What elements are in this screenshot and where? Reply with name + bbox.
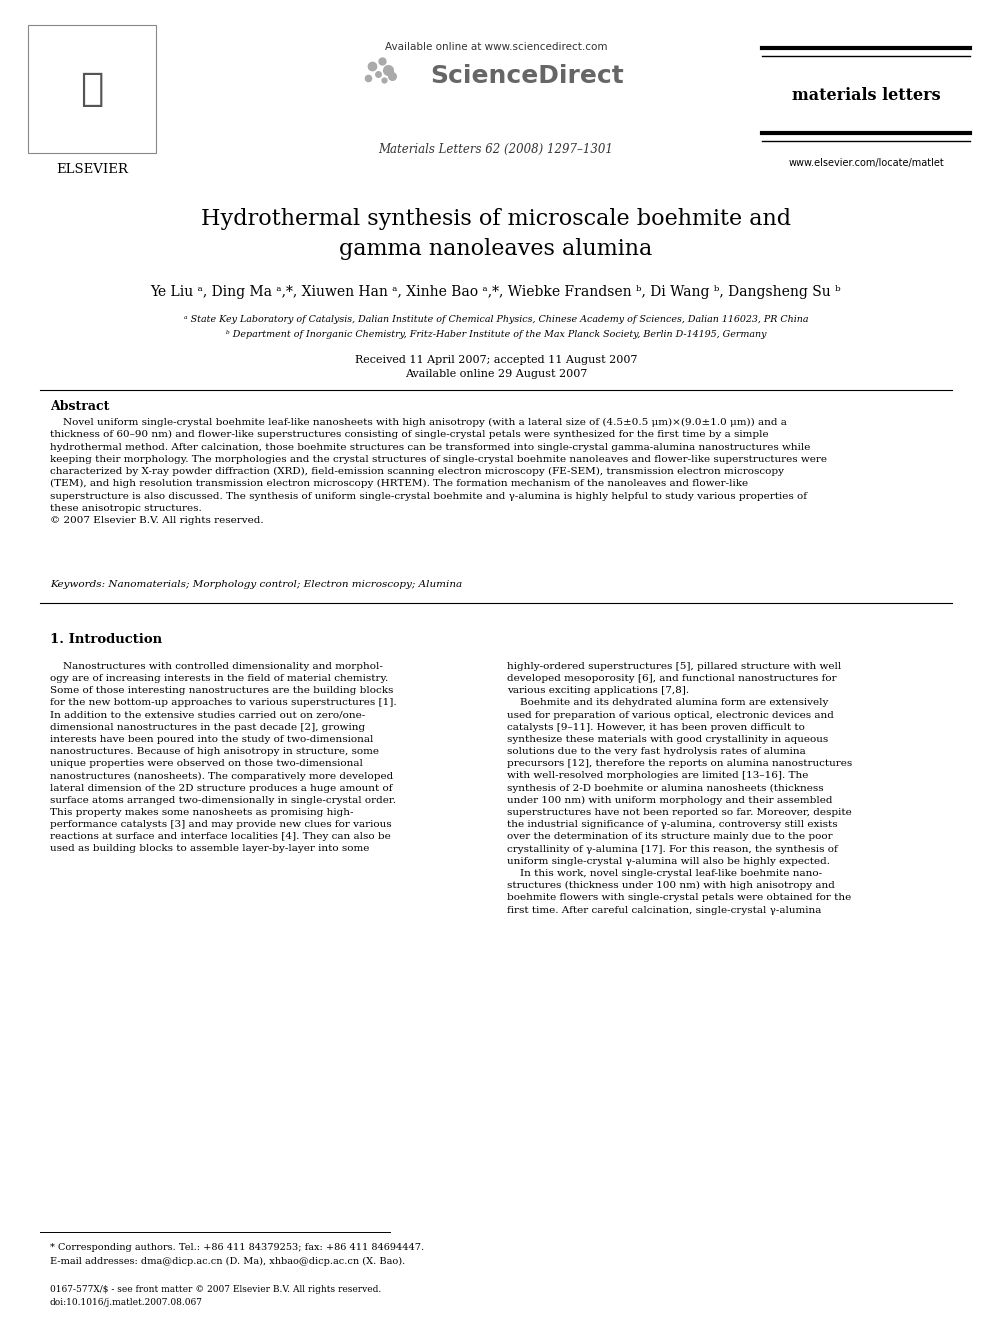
Text: * Corresponding authors. Tel.: +86 411 84379253; fax: +86 411 84694447.: * Corresponding authors. Tel.: +86 411 8…: [50, 1244, 425, 1252]
Text: 🌳: 🌳: [80, 70, 104, 108]
Text: Received 11 April 2007; accepted 11 August 2007: Received 11 April 2007; accepted 11 Augu…: [355, 355, 637, 365]
Text: Nanostructures with controlled dimensionality and morphol-
ogy are of increasing: Nanostructures with controlled dimension…: [50, 662, 397, 853]
Text: highly-ordered superstructures [5], pillared structure with well
developed mesop: highly-ordered superstructures [5], pill…: [507, 662, 852, 914]
Text: Keywords: Nanomaterials; Morphology control; Electron microscopy; Alumina: Keywords: Nanomaterials; Morphology cont…: [50, 579, 462, 589]
Text: 1. Introduction: 1. Introduction: [50, 632, 162, 646]
Text: materials letters: materials letters: [792, 86, 940, 103]
Text: www.elsevier.com/locate/matlet: www.elsevier.com/locate/matlet: [788, 157, 943, 168]
Text: Hydrothermal synthesis of microscale boehmite and: Hydrothermal synthesis of microscale boe…: [201, 208, 791, 230]
Text: doi:10.1016/j.matlet.2007.08.067: doi:10.1016/j.matlet.2007.08.067: [50, 1298, 203, 1307]
Text: Available online at www.sciencedirect.com: Available online at www.sciencedirect.co…: [385, 42, 607, 52]
Text: Ye Liu ᵃ, Ding Ma ᵃ,*, Xiuwen Han ᵃ, Xinhe Bao ᵃ,*, Wiebke Frandsen ᵇ, Di Wang ᵇ: Ye Liu ᵃ, Ding Ma ᵃ,*, Xiuwen Han ᵃ, Xin…: [151, 284, 841, 299]
Text: Materials Letters 62 (2008) 1297–1301: Materials Letters 62 (2008) 1297–1301: [379, 143, 613, 156]
Text: gamma nanoleaves alumina: gamma nanoleaves alumina: [339, 238, 653, 261]
Text: ᵇ Department of Inorganic Chemistry, Fritz-Haber Institute of the Max Planck Soc: ᵇ Department of Inorganic Chemistry, Fri…: [226, 329, 766, 339]
Text: Abstract: Abstract: [50, 400, 109, 413]
Text: Available online 29 August 2007: Available online 29 August 2007: [405, 369, 587, 378]
Text: E-mail addresses: dma@dicp.ac.cn (D. Ma), xhbao@dicp.ac.cn (X. Bao).: E-mail addresses: dma@dicp.ac.cn (D. Ma)…: [50, 1257, 406, 1266]
Text: Novel uniform single-crystal boehmite leaf-like nanosheets with high anisotropy : Novel uniform single-crystal boehmite le…: [50, 418, 827, 525]
Text: ScienceDirect: ScienceDirect: [430, 64, 624, 89]
Text: 0167-577X/$ - see front matter © 2007 Elsevier B.V. All rights reserved.: 0167-577X/$ - see front matter © 2007 El…: [50, 1285, 381, 1294]
Bar: [28, 25, 156, 153]
Text: ᵃ State Key Laboratory of Catalysis, Dalian Institute of Chemical Physics, Chine: ᵃ State Key Laboratory of Catalysis, Dal…: [184, 315, 808, 324]
Text: ELSEVIER: ELSEVIER: [57, 163, 128, 176]
